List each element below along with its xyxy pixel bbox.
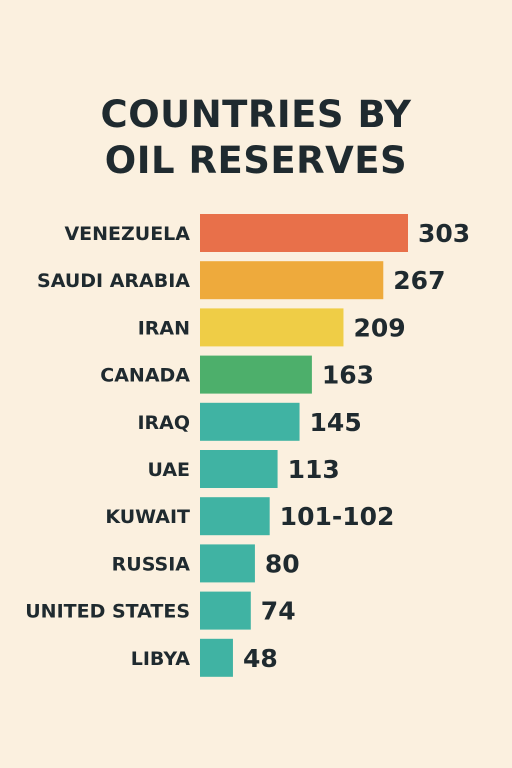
bar-uae (200, 450, 278, 488)
bar-libya (200, 638, 233, 677)
bar-united-states (200, 591, 251, 630)
value-label-kuwait: 101-102 (280, 502, 395, 531)
category-label-uae: UAE (147, 459, 190, 481)
value-label-iran: 209 (353, 313, 405, 342)
category-label-iraq: IRAQ (137, 412, 190, 434)
category-label-united-states: UNITED STATES (25, 601, 190, 623)
value-label-united-states: 74 (261, 597, 296, 626)
value-label-russia: 80 (265, 549, 300, 578)
bar-kuwait (200, 497, 270, 536)
category-label-kuwait: KUWAIT (105, 506, 190, 528)
bar-iraq (200, 402, 300, 441)
bar-venezuela (200, 214, 408, 252)
value-label-saudi-arabia: 267 (393, 266, 445, 295)
value-label-venezuela: 303 (418, 219, 470, 248)
value-label-uae: 113 (288, 455, 340, 484)
chart-title-line-1: COUNTRIES BY (100, 93, 412, 136)
chart-title-line-2: OIL RESERVES (104, 139, 408, 182)
value-label-iraq: 145 (310, 408, 362, 437)
bar-canada (200, 355, 312, 394)
bar-russia (200, 544, 255, 583)
value-label-libya: 48 (243, 644, 278, 673)
bar-iran (200, 308, 344, 347)
category-label-libya: LIBYA (131, 648, 191, 670)
value-label-canada: 163 (322, 361, 374, 390)
chart-title: COUNTRIES BY OIL RESERVES (0, 92, 512, 184)
category-label-canada: CANADA (100, 365, 190, 387)
bar-saudi-arabia (200, 261, 384, 300)
category-label-russia: RUSSIA (112, 553, 191, 575)
category-label-iran: IRAN (138, 317, 190, 339)
category-label-saudi-arabia: SAUDI ARABIA (37, 270, 190, 292)
category-label-venezuela: VENEZUELA (64, 223, 190, 245)
